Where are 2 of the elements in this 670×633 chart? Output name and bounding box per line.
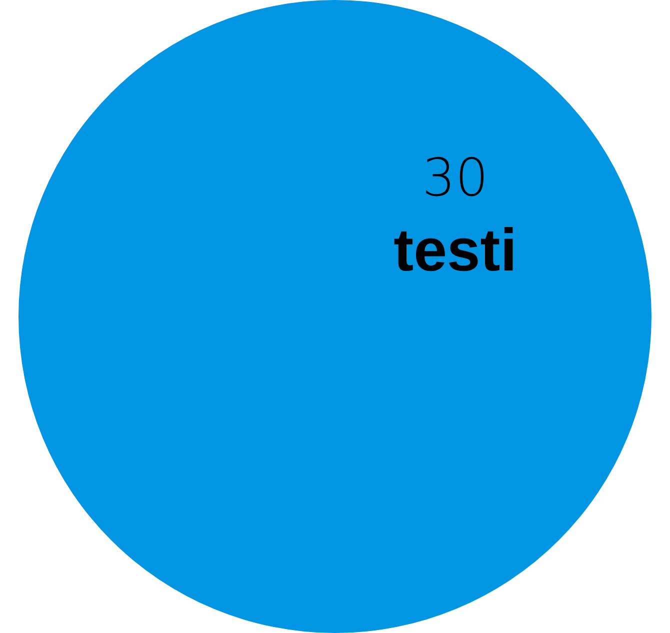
data-label: 30 [422, 148, 488, 208]
slice-label: testi [394, 216, 517, 284]
